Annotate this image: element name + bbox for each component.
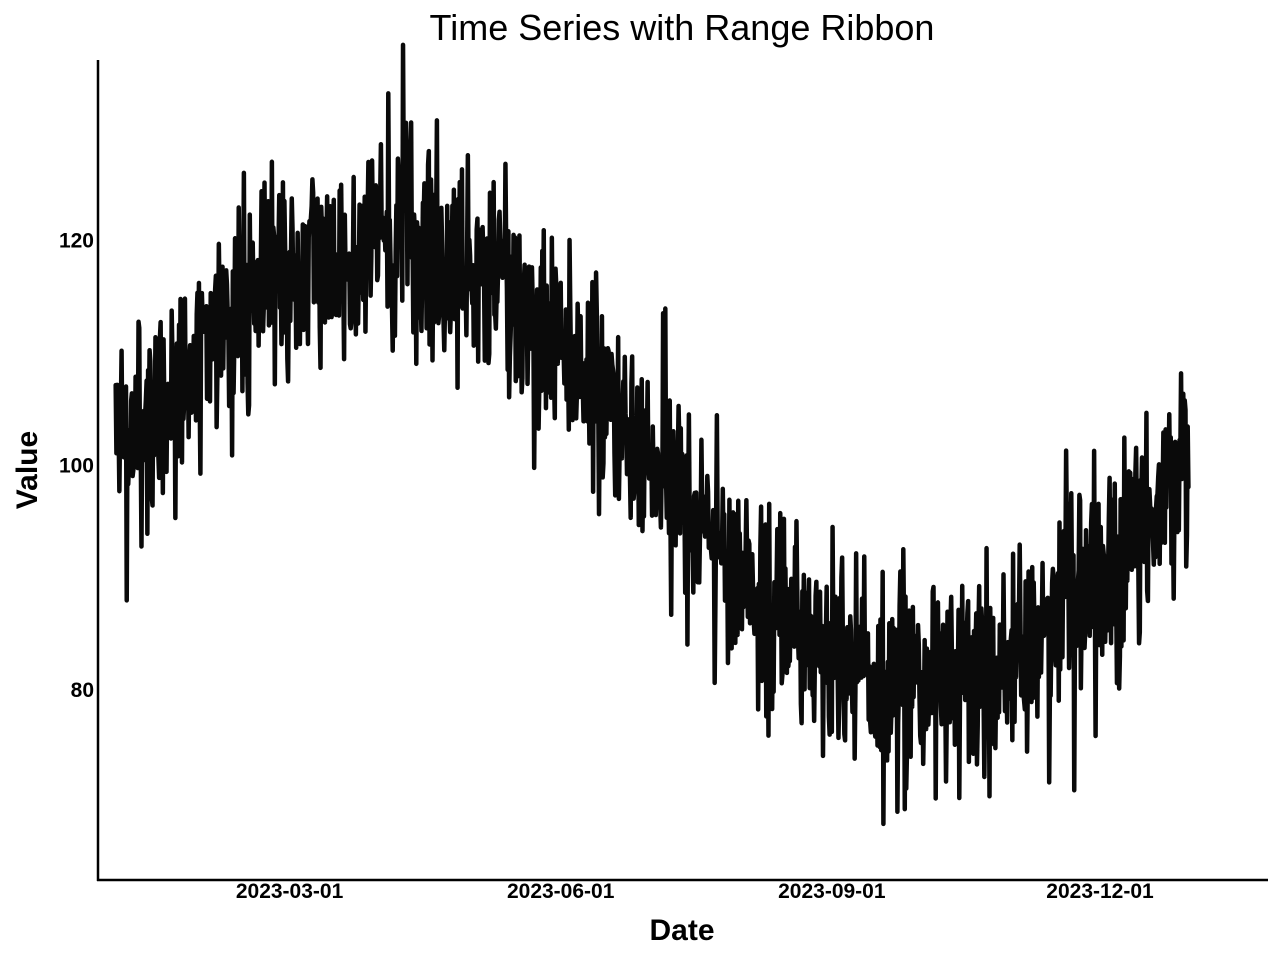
y-tick-label: 80 bbox=[71, 679, 94, 702]
series-line bbox=[113, 42, 1191, 827]
y-tick-label: 100 bbox=[59, 454, 94, 477]
y-axis-label: Value bbox=[11, 431, 44, 509]
x-axis-label: Date bbox=[649, 914, 714, 947]
x-axis-ticks: 2023-03-01 2023-06-01 2023-09-01 2023-12-01 bbox=[236, 880, 1154, 903]
y-tick-label: 120 bbox=[59, 230, 94, 253]
chart-title: Time Series with Range Ribbon bbox=[430, 7, 935, 48]
y-axis-ticks: 80 100 120 bbox=[59, 230, 94, 702]
x-tick-label: 2023-06-01 bbox=[507, 880, 615, 903]
x-tick-label: 2023-03-01 bbox=[236, 880, 344, 903]
x-tick-label: 2023-12-01 bbox=[1046, 880, 1154, 903]
plot-area bbox=[113, 42, 1191, 827]
x-tick-label: 2023-09-01 bbox=[778, 880, 886, 903]
